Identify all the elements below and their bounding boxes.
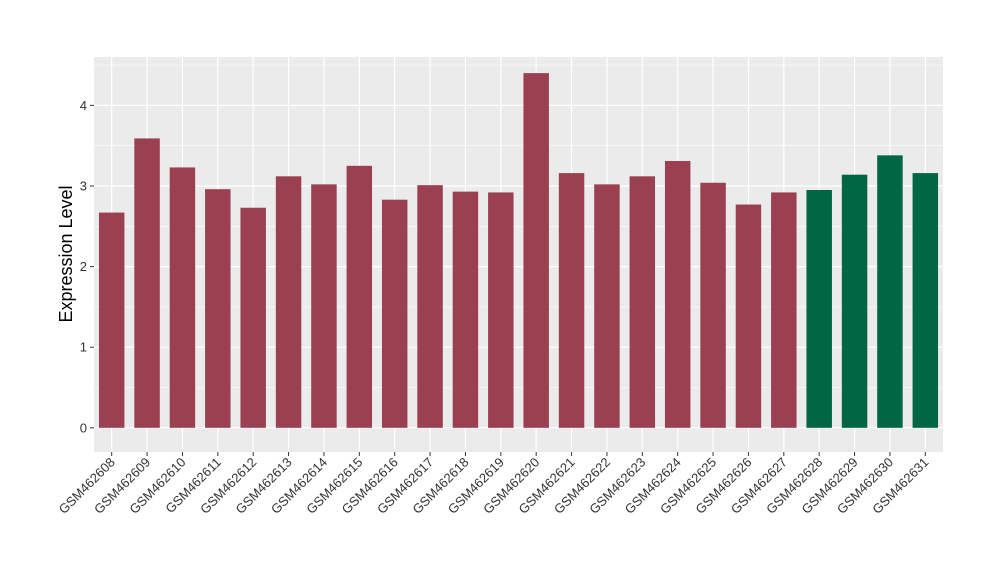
bar-GSM462626 [735, 204, 762, 428]
bar-GSM462615 [346, 165, 373, 428]
y-axis-title: Expression Level [56, 185, 76, 322]
bar-GSM462627 [771, 192, 797, 428]
bar-GSM462618 [452, 191, 479, 428]
y-tick-label: 2 [80, 259, 87, 274]
y-tick-label: 4 [80, 98, 87, 113]
bar-GSM462614 [311, 184, 337, 428]
bar-GSM462612 [240, 207, 266, 428]
bar-GSM462613 [275, 176, 302, 428]
bar-GSM462629 [841, 174, 868, 428]
y-axis: 0 1 2 3 4 [80, 98, 94, 435]
bar-GSM462622 [594, 184, 620, 428]
bar-GSM462617 [417, 185, 443, 428]
y-tick-label: 1 [80, 340, 87, 355]
bar-GSM462608 [98, 212, 125, 428]
bar-GSM462630 [877, 155, 903, 428]
y-tick-label: 3 [80, 178, 87, 193]
y-tick-label: 0 [80, 420, 87, 435]
bar-GSM462621 [558, 173, 585, 428]
bar-GSM462625 [700, 182, 726, 428]
x-axis: GSM462608GSM462609GSM462610GSM462611GSM4… [56, 452, 931, 517]
bar-GSM462624 [664, 160, 691, 428]
minor-gridlines [94, 64, 943, 388]
bar-GSM462623 [629, 176, 656, 428]
plot-panel [94, 57, 943, 452]
bar-GSM462616 [381, 199, 408, 428]
bars [98, 73, 939, 428]
bar-GSM462619 [488, 192, 514, 428]
bar-GSM462620 [523, 73, 549, 428]
bar-GSM462611 [205, 189, 231, 428]
bar-GSM462610 [169, 167, 196, 428]
bar-GSM462628 [806, 190, 832, 428]
bar-GSM462609 [134, 138, 160, 428]
bar-GSM462631 [912, 173, 939, 428]
